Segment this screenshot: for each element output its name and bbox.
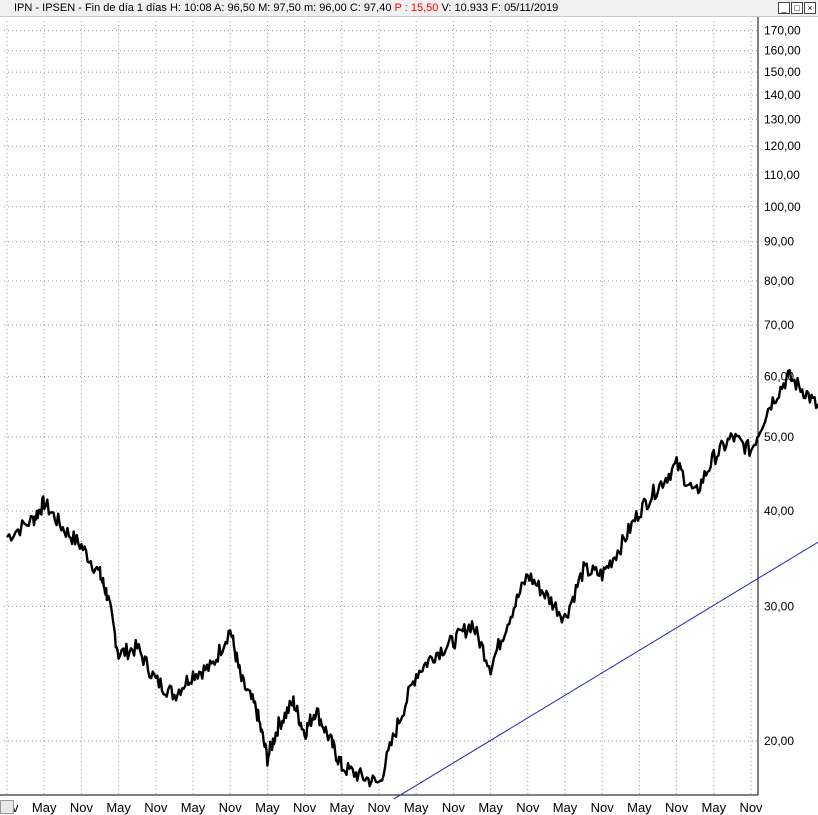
- title-bar: IPN - IPSEN - Fin de día 1 días H: 10:08…: [0, 0, 818, 17]
- y-tick-label: 40,00: [764, 504, 794, 518]
- hour-key: H:: [169, 2, 181, 14]
- volume-key: V:: [441, 2, 452, 14]
- high-key: M:: [258, 2, 271, 14]
- x-axis-labels: Nov May Nov May Nov May Nov May Nov May Nov May Nov M…: [0, 800, 763, 815]
- high-value: 97,50: [273, 2, 301, 14]
- grid-layer: [0, 17, 759, 796]
- x-tick-label: Nov: [70, 800, 94, 815]
- volume-value: 10.933: [454, 2, 489, 14]
- trendline: [393, 541, 818, 800]
- y-tick-label: 90,00: [764, 235, 794, 249]
- x-tick-label: May: [255, 800, 280, 815]
- x-tick-label: May: [553, 800, 578, 815]
- chart-header: IPN - IPSEN - Fin de día 1 días H: 10:08…: [14, 2, 558, 14]
- y-tick-label: 100,00: [764, 200, 801, 214]
- x-tick-label: Nov: [293, 800, 317, 815]
- x-tick-label: Nov: [516, 800, 540, 815]
- price-layer: [6, 369, 818, 788]
- x-tick-label: May: [181, 800, 206, 815]
- y-tick-label: 30,00: [764, 599, 794, 613]
- x-tick-label: May: [702, 800, 727, 815]
- price-series-line: [6, 369, 818, 788]
- close-button[interactable]: ×: [804, 2, 816, 14]
- close-value: 97,40: [363, 2, 392, 14]
- y-tick-label: 150,00: [764, 65, 801, 79]
- ticker-symbol: IPN: [14, 2, 33, 14]
- scroll-left-button[interactable]: [0, 800, 14, 814]
- maximize-button[interactable]: □: [791, 2, 803, 14]
- y-tick-label: 140,00: [764, 88, 801, 102]
- low-value: 96,00: [319, 2, 347, 14]
- minimize-button[interactable]: _: [778, 2, 790, 14]
- y-tick-label: 50,00: [764, 430, 794, 444]
- y-tick-label: 80,00: [764, 274, 794, 288]
- x-tick-label: May: [478, 800, 503, 815]
- open-value: 96,50: [227, 2, 256, 14]
- x-tick-label: May: [32, 800, 57, 815]
- x-tick-label: May: [404, 800, 429, 815]
- x-tick-label: Nov: [739, 800, 763, 815]
- y-tick-label: 70,00: [764, 318, 794, 332]
- x-tick-label: Nov: [367, 800, 391, 815]
- x-tick-label: Nov: [144, 800, 168, 815]
- change-key: P :: [394, 2, 408, 14]
- date-value: 05/11/2019: [504, 2, 559, 14]
- separator: -: [35, 2, 43, 14]
- y-tick-label: 110,00: [764, 168, 800, 182]
- y-tick-label: 60,00: [764, 369, 794, 383]
- change-value: 15,50: [410, 2, 439, 14]
- x-tick-label: May: [330, 800, 355, 815]
- period-label: Fin de día 1 días: [84, 2, 167, 14]
- x-tick-label: Nov: [442, 800, 466, 815]
- instrument-name: IPSEN: [42, 2, 76, 14]
- separator: -: [78, 2, 85, 14]
- x-tick-label: Nov: [665, 800, 689, 815]
- y-tick-label: 130,00: [764, 113, 801, 127]
- y-tick-label: 170,00: [764, 24, 801, 38]
- x-tick-label: May: [106, 800, 131, 815]
- y-tick-label: 20,00: [764, 734, 794, 748]
- x-tick-label: May: [627, 800, 652, 815]
- hour-value: 10:08: [184, 2, 212, 14]
- date-key: F:: [491, 2, 501, 14]
- open-key: A:: [214, 2, 225, 14]
- price-chart[interactable]: 170,00 160,00 150,00 140,00 130,00 120,00 110,…: [0, 17, 818, 815]
- x-tick-label: Nov: [591, 800, 615, 815]
- trendline-layer: [393, 541, 818, 800]
- y-axis-labels: 170,00 160,00 150,00 140,00 130,00 120,00 110,…: [764, 24, 801, 748]
- low-key: m:: [303, 2, 317, 14]
- y-tick-label: 120,00: [764, 139, 801, 153]
- x-tick-label: Nov: [219, 800, 243, 815]
- close-key: C:: [349, 2, 361, 14]
- y-tick-label: 160,00: [764, 44, 801, 58]
